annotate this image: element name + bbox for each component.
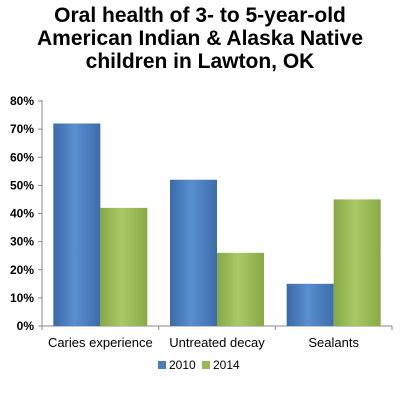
chart-title-line-3: children in Lawton, OK xyxy=(85,50,315,73)
bar-2010-1 xyxy=(170,179,217,326)
y-tick-label: 70% xyxy=(10,122,34,136)
y-tick-label: 50% xyxy=(10,178,34,192)
legend-swatch-2010 xyxy=(158,361,166,369)
y-tick-label: 80% xyxy=(10,94,34,108)
y-tick-label: 0% xyxy=(17,319,35,333)
legend-label-2010: 2010 xyxy=(169,358,196,372)
legend: 2010 2014 xyxy=(158,358,240,372)
x-category-label: Sealants xyxy=(308,335,359,350)
bar-2014-2 xyxy=(333,199,381,326)
y-tick-label: 40% xyxy=(10,207,34,221)
chart-title-line-2: American Indian & Alaska Native xyxy=(36,27,363,50)
x-category-label: Untreated decay xyxy=(169,335,265,350)
chart-title-line-1: Oral health of 3- to 5-year-old xyxy=(54,4,346,27)
bar-2014-1 xyxy=(217,252,264,326)
y-tick-label: 60% xyxy=(10,150,34,164)
legend-label-2014: 2014 xyxy=(213,358,240,372)
bar-2010-0 xyxy=(53,123,101,326)
y-tick-label: 10% xyxy=(10,291,34,305)
bar-2014-0 xyxy=(100,207,148,326)
y-tick-label: 20% xyxy=(10,263,34,277)
label-layer: Caries experience Untreated decay Sealants xyxy=(48,335,360,350)
legend-swatch-2014 xyxy=(202,361,210,369)
axis-layer: 0% 10% 20% 30% 40% 50% 60% 70% 80% xyxy=(10,94,393,333)
bar-2010-2 xyxy=(286,283,334,326)
x-category-label: Caries experience xyxy=(48,335,153,350)
y-tick-label: 30% xyxy=(10,235,34,249)
bar-layer xyxy=(53,123,381,326)
chart-title: Oral health of 3- to 5-year-old American… xyxy=(0,4,400,73)
